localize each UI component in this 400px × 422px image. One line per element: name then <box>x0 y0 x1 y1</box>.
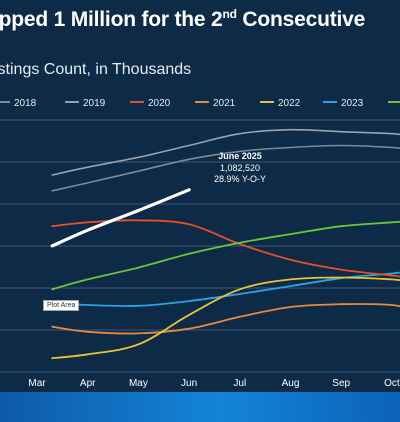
june-2025-annotation: June 2025 1,082,520 28.9% Y-O-Y <box>214 151 266 184</box>
x-tick-jun: Jun <box>181 378 197 389</box>
title-superscript: nd <box>222 7 237 21</box>
x-tick-aug: Aug <box>282 378 300 389</box>
chart-gridlines <box>0 119 400 373</box>
legend-label-2020: 2020 <box>148 98 171 109</box>
annotation-value: 1,082,520 <box>220 163 260 173</box>
chart-legend: 2018201920202021202220232024 <box>0 98 400 109</box>
footer-bar <box>0 392 400 422</box>
annotation-title: June 2025 <box>218 151 262 161</box>
series-line-2019 <box>51 128 400 176</box>
series-line-2024 <box>51 220 400 291</box>
series-line-2025 <box>50 188 191 248</box>
legend-label-2023: 2023 <box>341 98 364 109</box>
legend-label-2018: 2018 <box>14 98 37 109</box>
series-line-2020 <box>51 219 400 278</box>
series-line-2021 <box>51 303 400 335</box>
chart-subtitle: istings Count, in Thousands <box>0 61 192 78</box>
plot-area-tooltip: Plot Area <box>43 300 80 311</box>
legend-label-2022: 2022 <box>278 98 301 109</box>
title-main: opped 1 Million for the 2 <box>0 8 223 31</box>
x-tick-mar: Mar <box>28 378 46 389</box>
series-line-2018 <box>51 144 400 192</box>
title-tail: Consecutive <box>236 8 366 31</box>
series-line-2022 <box>51 276 400 360</box>
chart-title: opped 1 Million for the 2nd Consecutive <box>0 8 400 32</box>
legend-label-2019: 2019 <box>83 98 106 109</box>
chart-series <box>50 128 400 360</box>
legend-label-2021: 2021 <box>213 98 236 109</box>
x-tick-may: May <box>129 378 148 389</box>
x-tick-apr: Apr <box>80 378 96 389</box>
x-tick-jul: Jul <box>233 378 246 389</box>
x-axis-tick-labels: Mar Apr May Jun Jul Aug Sep Oct <box>28 378 400 389</box>
x-tick-oct: Oct <box>384 378 400 389</box>
annotation-yoy: 28.9% Y-O-Y <box>214 174 266 184</box>
x-tick-sep: Sep <box>332 378 350 389</box>
